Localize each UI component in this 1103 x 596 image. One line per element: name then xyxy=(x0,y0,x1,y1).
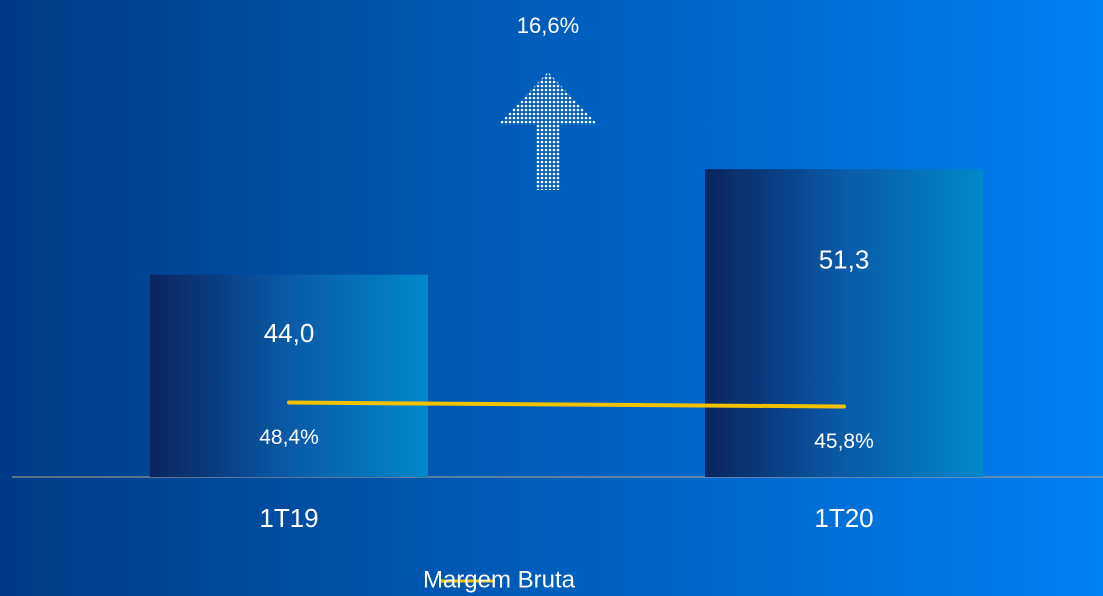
legend-label: Margem Bruta xyxy=(423,566,576,593)
line-value-label: 48,4% xyxy=(259,426,319,449)
bar xyxy=(705,169,983,478)
x-tick-label: 1T19 xyxy=(259,503,318,533)
bar-value-label: 44,0 xyxy=(264,318,315,348)
bar-value-label: 51,3 xyxy=(819,244,870,274)
bar xyxy=(150,274,428,477)
margin-line xyxy=(287,400,846,409)
up-arrow xyxy=(498,72,598,190)
annotation: 16,6% xyxy=(517,13,579,38)
x-tick-label: 1T20 xyxy=(814,503,873,533)
line-value-label: 45,8% xyxy=(814,430,874,453)
